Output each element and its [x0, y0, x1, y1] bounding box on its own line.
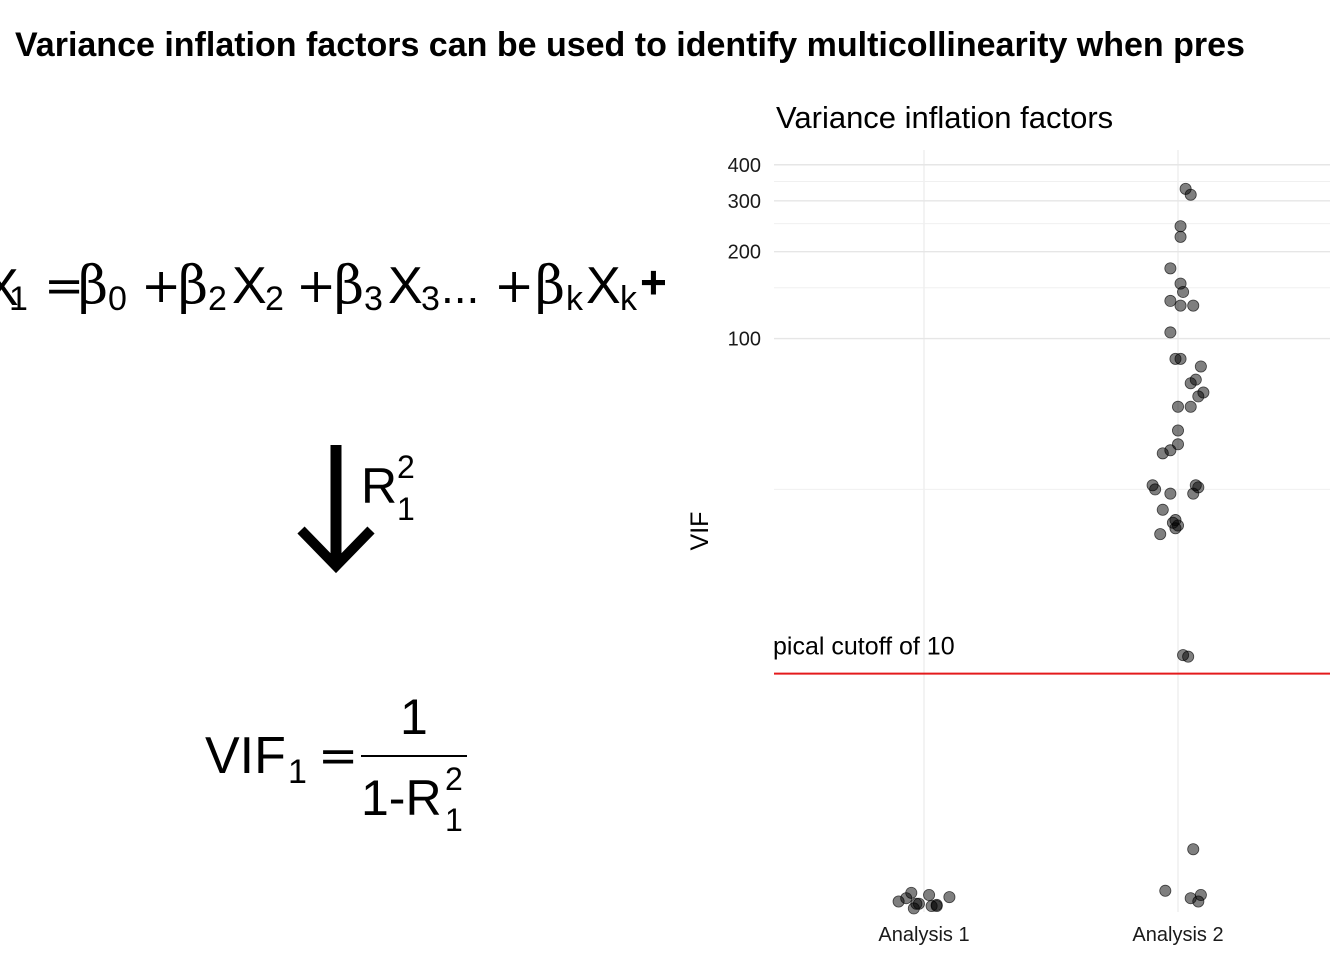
eq-sub-2a: 2 [208, 280, 227, 318]
data-point [1174, 299, 1187, 312]
data-point [1159, 884, 1172, 897]
data-point [1164, 487, 1177, 500]
data-point [943, 891, 956, 904]
eq-sub-ka: k [566, 280, 584, 318]
y-tick-label: 400 [728, 155, 761, 177]
arrow-label-sup: 2 [397, 449, 415, 485]
eq-plus-tail: + [640, 256, 667, 308]
data-point [1172, 438, 1185, 451]
data-point [930, 900, 943, 913]
arrow-label: R 2 1 [361, 449, 415, 527]
data-point [892, 895, 905, 908]
data-point [1197, 386, 1210, 399]
data-point [1184, 400, 1197, 413]
page-title: Variance inflation factors can be used t… [15, 26, 1245, 64]
vif-denominator: 1-R [361, 770, 442, 826]
eq-beta-0: β [78, 256, 108, 316]
eq-plus-3: + [494, 258, 534, 314]
data-point [1189, 479, 1202, 492]
data-point [1194, 360, 1207, 373]
eq-sub-2b: 2 [265, 280, 284, 318]
vif-sub: 1 [288, 753, 307, 791]
data-point [1174, 230, 1187, 243]
data-point [1172, 424, 1185, 437]
arrow-label-r: R [361, 458, 397, 514]
data-point [1149, 483, 1162, 496]
data-point [1187, 843, 1200, 856]
data-point [907, 902, 920, 915]
eq-plus-1: + [141, 258, 181, 314]
vif-denom-sub: 1 [445, 802, 463, 838]
formula-panel: X 1 = β 0 + β 2 X 2 + β 3 X 3 ... + β k … [0, 256, 667, 838]
data-point [1174, 220, 1187, 233]
vif-numerator: 1 [400, 689, 428, 745]
data-point [1174, 277, 1187, 290]
data-point [1156, 503, 1169, 516]
eq-beta-2: β [178, 256, 208, 316]
data-point [1154, 528, 1167, 541]
data-point [1164, 294, 1177, 307]
arrow-label-sub: 1 [397, 491, 415, 527]
y-tick-label: 100 [728, 329, 761, 351]
vif-equals: = [318, 728, 358, 784]
data-point [1189, 373, 1202, 386]
data-points [892, 182, 1210, 915]
data-point [1169, 522, 1182, 535]
eq-sub-0: 0 [108, 280, 127, 318]
x-tick-label: Analysis 2 [1132, 924, 1223, 946]
data-point [1182, 650, 1195, 663]
down-arrow-icon [297, 445, 375, 574]
vif-denom-sup: 2 [445, 761, 463, 797]
eq-x-3: X [388, 257, 423, 315]
eq-sub-3b: 3 [421, 280, 440, 318]
eq-equals: = [44, 258, 84, 314]
eq-sub-3a: 3 [364, 280, 383, 318]
eq-x-2: X [232, 257, 267, 315]
x-tick-label: Analysis 1 [878, 924, 969, 946]
data-point [1184, 188, 1197, 201]
gridlines [774, 150, 1330, 912]
regression-equation: X 1 = β 0 + β 2 X 2 + β 3 X 3 ... + β k … [0, 256, 667, 318]
data-point [1174, 352, 1187, 365]
reference-line-group: pical cutoff of 10 [773, 633, 1330, 675]
vif-formula: VIF 1 = 1 1-R 2 1 [205, 689, 467, 838]
eq-beta-3: β [334, 256, 364, 316]
data-point [923, 888, 936, 901]
data-point [1164, 326, 1177, 339]
cutoff-label: pical cutoff of 10 [773, 633, 955, 661]
data-point [1164, 262, 1177, 275]
eq-lhs-x: X [0, 259, 19, 317]
eq-beta-k: β [535, 256, 565, 316]
vif-name: VIF [205, 727, 286, 785]
data-point [1187, 299, 1200, 312]
eq-sub-kb: k [620, 280, 638, 318]
eq-plus-2: + [296, 258, 336, 314]
x-tick-labels: Analysis 1 Analysis 2 [878, 924, 1223, 946]
eq-ellipsis: ... [441, 261, 479, 313]
eq-lhs-sub: 1 [9, 280, 28, 318]
y-axis-label: VIF [686, 512, 714, 551]
y-tick-labels: 100 200 300 400 [728, 155, 761, 351]
chart-title: Variance inflation factors [776, 100, 1113, 135]
y-tick-label: 300 [728, 191, 761, 213]
eq-x-k: X [586, 257, 621, 315]
data-point [1172, 400, 1185, 413]
y-tick-label: 200 [728, 242, 761, 264]
data-point [1192, 895, 1205, 908]
